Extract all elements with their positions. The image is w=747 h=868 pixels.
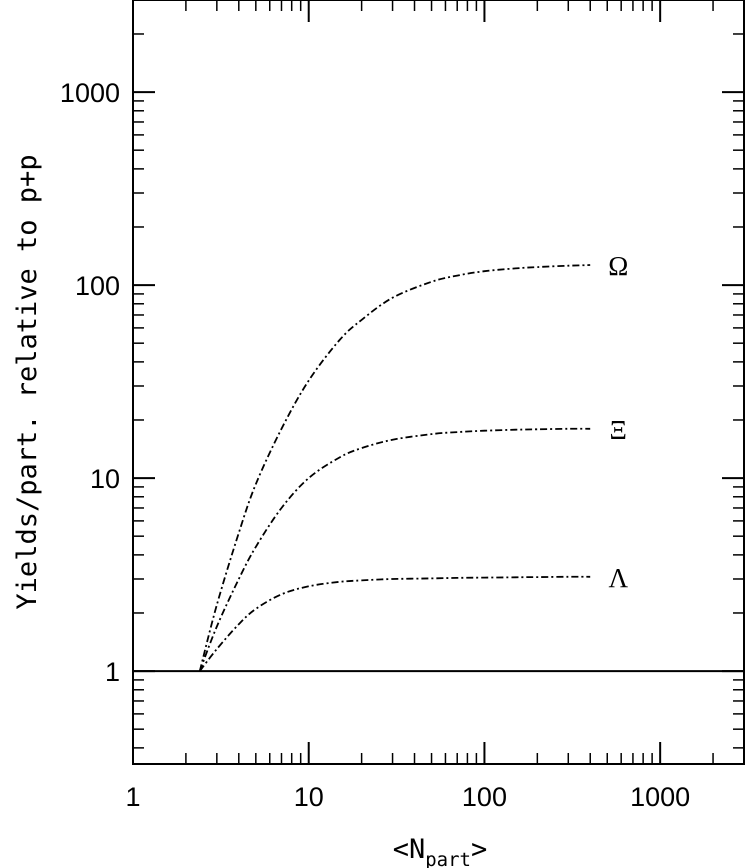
- y-axis-title: Yields/part. relative to p+p: [12, 154, 43, 609]
- x-tick-label: 1: [125, 782, 140, 812]
- minor-ticks: [133, 0, 744, 764]
- plot-frame: [132, 0, 745, 765]
- y-tick-label: 10: [90, 464, 120, 494]
- series-line-3: [199, 575, 591, 672]
- y-tick-label: 100: [75, 271, 120, 301]
- series-lines: [198, 264, 591, 672]
- x-tick-labels: 1 10 100 1000: [125, 782, 690, 812]
- x-tick-label: 100: [462, 782, 507, 812]
- x-axis-title: <Npart>: [393, 834, 488, 868]
- series-labels: Ω Ξ Λ: [608, 251, 628, 593]
- series-label-3: Λ: [608, 563, 628, 593]
- major-ticks: [132, 0, 744, 764]
- y-tick-label: 1: [105, 657, 120, 687]
- series-label-1: Ω: [608, 251, 628, 281]
- series-line-1: [198, 264, 591, 672]
- y-tick-labels: 1 10 100 1000: [60, 78, 120, 687]
- y-tick-label: 1000: [60, 78, 120, 108]
- series-label-2: Ξ: [610, 415, 627, 445]
- series-line-2: [198, 427, 591, 672]
- x-tick-label: 10: [294, 782, 324, 812]
- x-tick-label: 1000: [630, 782, 690, 812]
